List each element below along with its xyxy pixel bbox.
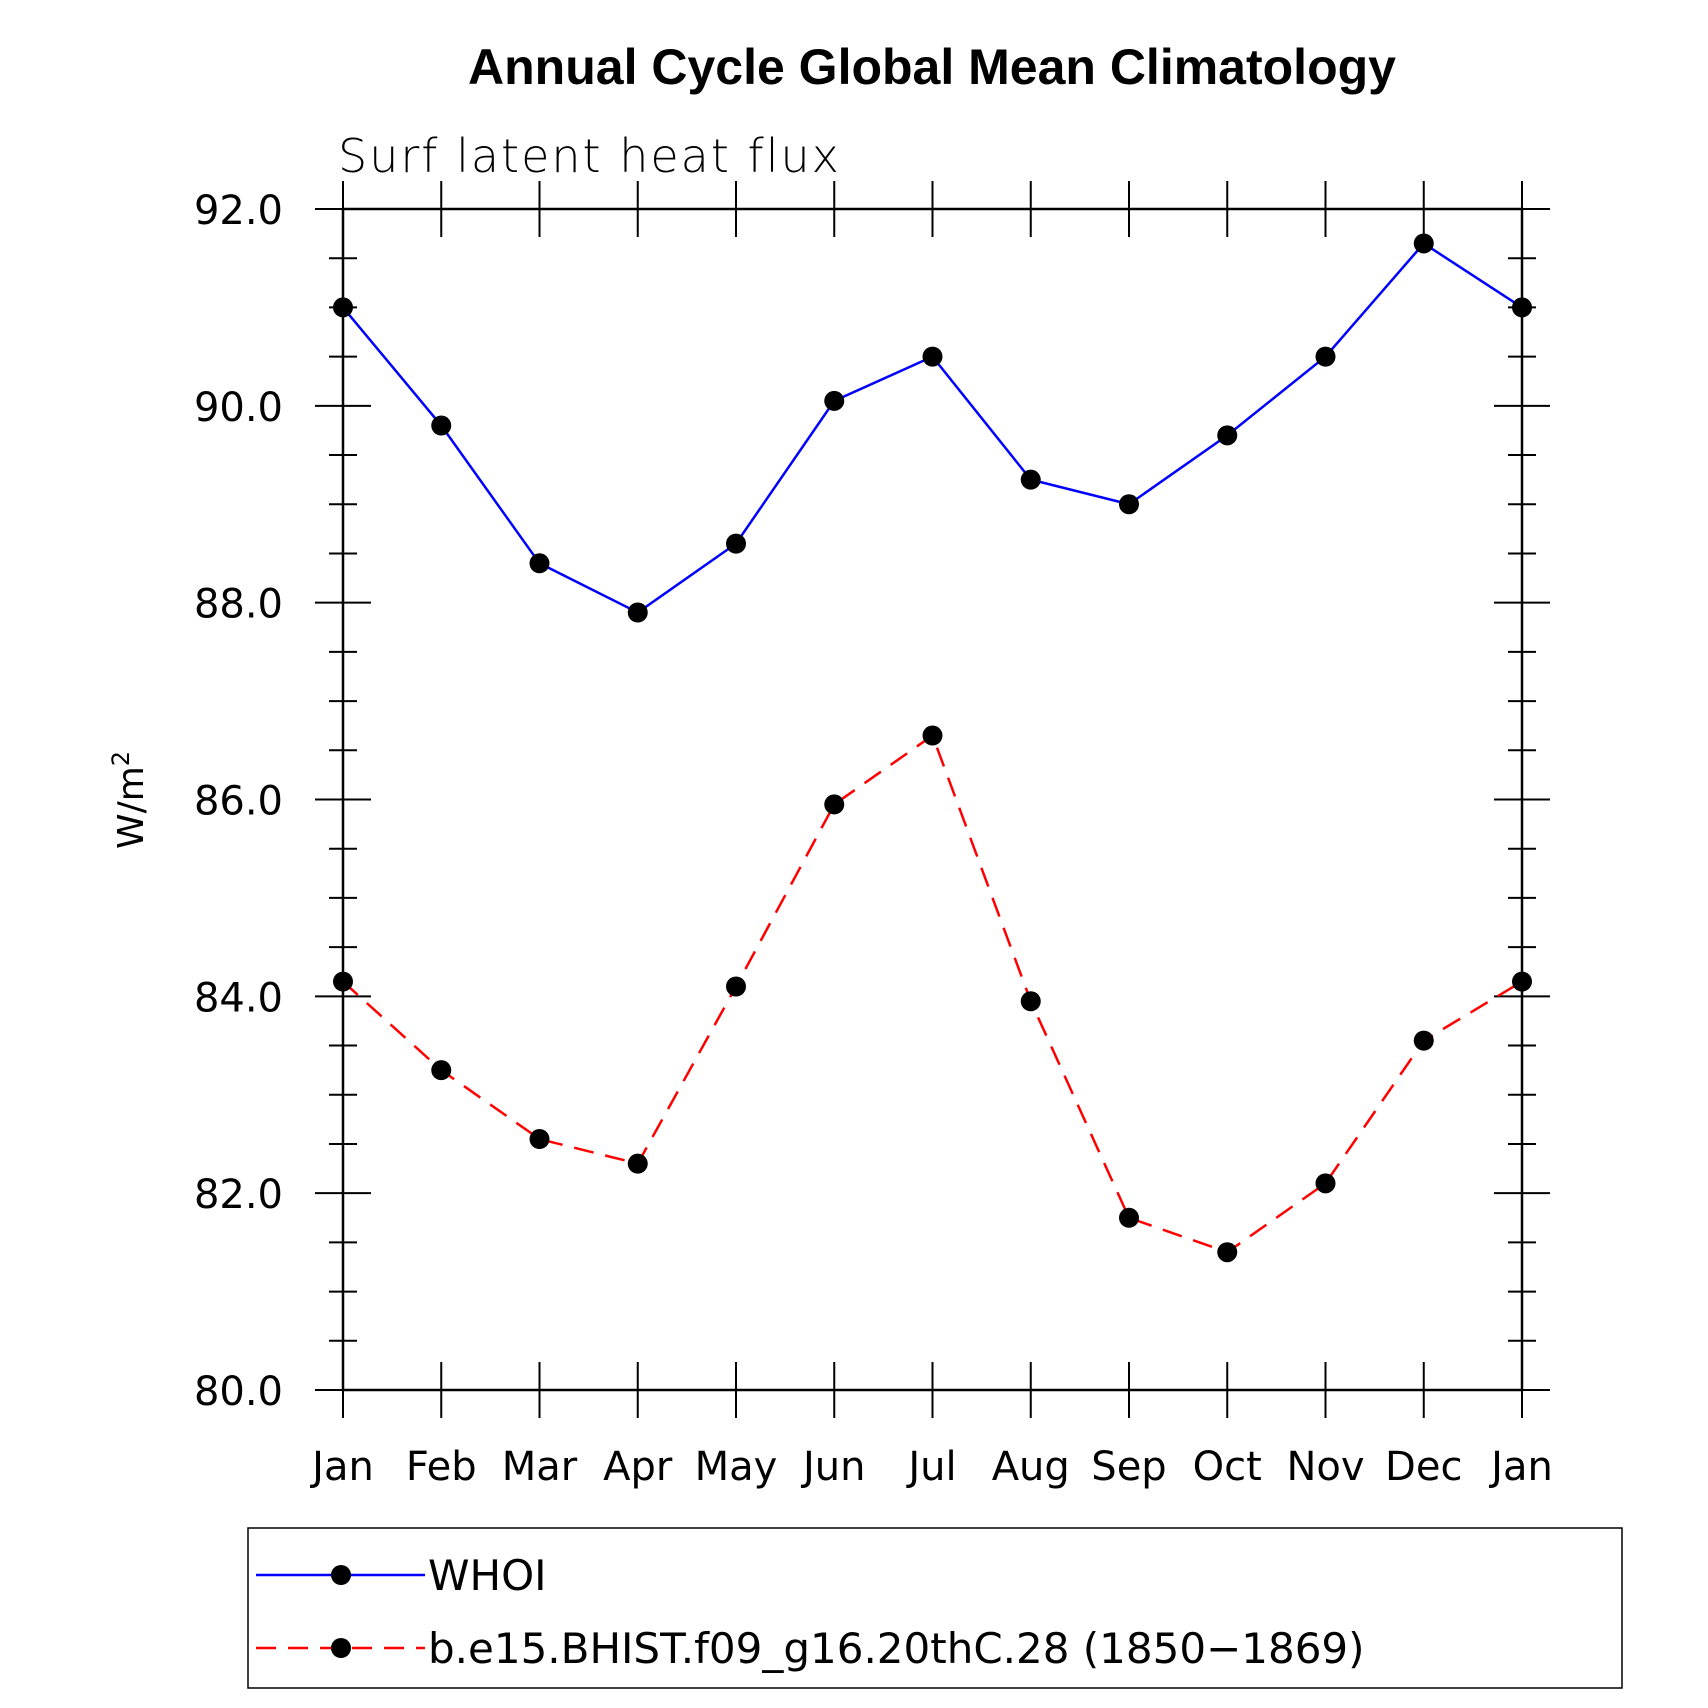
legend-marker-1 <box>331 1565 351 1585</box>
legend-label-1: WHOI <box>428 1551 547 1600</box>
data-point <box>1020 469 1041 490</box>
y-axis-label-text: W/m <box>111 766 152 849</box>
legend-label-2: b.e15.BHIST.f09_g16.20thC.28 (1850−1869) <box>428 1624 1365 1673</box>
y-tick-label: 90.0 <box>194 385 283 431</box>
data-point <box>627 602 648 623</box>
x-tick-label: May <box>695 1444 778 1490</box>
data-point <box>824 794 845 815</box>
data-point <box>1315 1173 1336 1194</box>
data-point <box>824 390 845 411</box>
data-point <box>1512 971 1532 992</box>
data-point <box>1512 297 1532 318</box>
y-tick-label: 82.0 <box>194 1172 283 1218</box>
y-axis-label-superscript: 2 <box>107 751 135 766</box>
x-tick-label: Jan <box>1488 1444 1553 1490</box>
x-tick-label: Jul <box>905 1444 956 1490</box>
data-point <box>1119 494 1139 515</box>
x-tick-label: Mar <box>502 1444 578 1490</box>
y-tick-label: 84.0 <box>194 975 283 1021</box>
data-point <box>1315 346 1336 367</box>
x-tick-label: Oct <box>1193 1444 1262 1490</box>
data-point <box>431 1060 452 1081</box>
data-point <box>627 1153 648 1174</box>
series-2 <box>333 725 1532 1263</box>
x-axis: Jan Feb Mar Apr May Jun Jul Aug Sep Oct Nov Dec Jan <box>309 181 1553 1490</box>
x-tick-label: Sep <box>1091 1444 1166 1490</box>
data-point <box>1119 1207 1139 1228</box>
x-tick-label: Apr <box>603 1444 673 1490</box>
legend: WHOI b.e15.BHIST.f09_g16.20thC.28 (1850−1… <box>247 1527 1623 1689</box>
legend-box <box>247 1527 1623 1689</box>
series-layer <box>333 233 1532 1263</box>
chart-title: Annual Cycle Global Mean Climatology <box>468 39 1396 95</box>
data-point <box>726 533 746 554</box>
legend-marker-2 <box>331 1638 351 1658</box>
chart-subtitle: Surf latent heat flux <box>338 129 841 183</box>
data-point <box>726 976 746 997</box>
data-point <box>1020 991 1041 1012</box>
x-tick-label: Dec <box>1385 1444 1462 1490</box>
data-point <box>431 415 452 436</box>
y-tick-label: 80.0 <box>194 1369 283 1415</box>
data-point <box>333 297 353 318</box>
x-tick-label: Jun <box>800 1444 866 1490</box>
y-tick-label: 88.0 <box>194 582 283 628</box>
y-tick-label: 86.0 <box>194 779 283 825</box>
series-line <box>342 241 1523 614</box>
y-axis: 80.0 82.0 84.0 86.0 88.0 90.0 92.0 <box>194 188 1550 1415</box>
series-1 <box>333 233 1532 623</box>
data-point <box>922 346 943 367</box>
data-point <box>1217 425 1238 446</box>
series-line <box>342 733 1523 1254</box>
y-tick-label: 92.0 <box>194 188 283 234</box>
data-point <box>333 971 353 992</box>
x-tick-label: Feb <box>406 1444 477 1490</box>
plot-frame <box>341 207 1524 1392</box>
x-tick-label: Aug <box>992 1444 1070 1490</box>
data-point <box>922 725 943 746</box>
data-point <box>1217 1242 1238 1263</box>
data-point <box>529 1129 550 1150</box>
data-point <box>1413 1030 1434 1051</box>
y-axis-label: W/m2 <box>107 751 152 849</box>
plot-border <box>341 207 1524 1392</box>
svg-text:W/m2: W/m2 <box>107 751 152 849</box>
data-point <box>529 553 550 574</box>
x-tick-label: Nov <box>1286 1444 1364 1490</box>
data-point <box>1413 233 1434 254</box>
x-tick-label: Jan <box>309 1444 374 1490</box>
